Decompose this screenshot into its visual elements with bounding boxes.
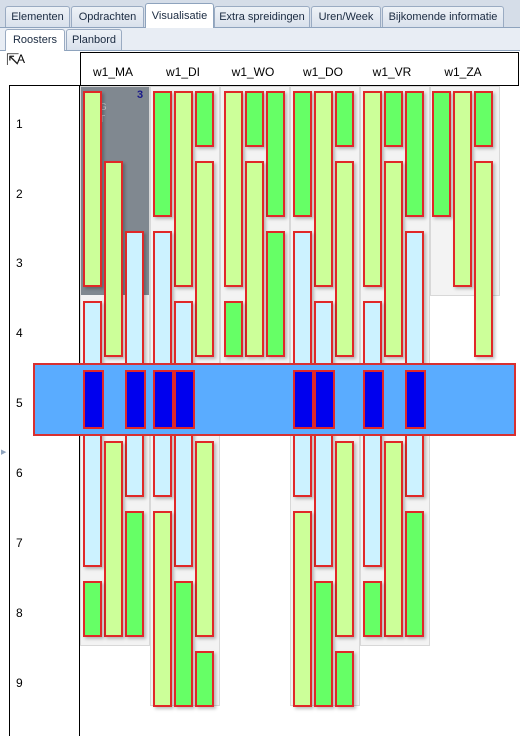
lesson-block[interactable] bbox=[153, 511, 172, 707]
lesson-block[interactable] bbox=[195, 91, 214, 147]
selection-count: 3 bbox=[137, 89, 144, 101]
lesson-block[interactable] bbox=[224, 301, 243, 357]
tab-uren-week[interactable]: Uren/Week bbox=[311, 6, 381, 27]
lesson-block[interactable] bbox=[224, 91, 243, 287]
lesson-block[interactable] bbox=[293, 511, 312, 707]
mouse-pointer-icon: ⇱ bbox=[6, 52, 20, 69]
day-label-ma[interactable]: w1_MA bbox=[92, 65, 133, 79]
lesson-block[interactable] bbox=[335, 161, 354, 357]
day-label-do[interactable]: w1_DO bbox=[302, 65, 343, 79]
lesson-block[interactable] bbox=[384, 91, 403, 147]
break-block[interactable] bbox=[405, 370, 426, 429]
break-block[interactable] bbox=[153, 370, 174, 429]
tab-elementen[interactable]: Elementen bbox=[5, 6, 70, 27]
hour-label-5[interactable]: 5 bbox=[16, 396, 23, 410]
lesson-block[interactable] bbox=[174, 581, 193, 707]
lesson-block[interactable] bbox=[83, 581, 102, 637]
lesson-block[interactable] bbox=[195, 161, 214, 357]
lesson-block[interactable] bbox=[314, 91, 333, 287]
break-block[interactable] bbox=[174, 370, 195, 429]
lesson-block[interactable] bbox=[384, 441, 403, 637]
lesson-block[interactable] bbox=[335, 91, 354, 147]
lesson-block[interactable] bbox=[474, 91, 493, 147]
break-block[interactable] bbox=[125, 370, 146, 429]
hour-label-2[interactable]: 2 bbox=[16, 187, 23, 201]
lesson-block[interactable] bbox=[245, 91, 264, 147]
main-tab-bar: Elementen Opdrachten Visualisatie Extra … bbox=[0, 0, 520, 28]
lesson-block[interactable] bbox=[453, 91, 472, 287]
hour-label-9[interactable]: 9 bbox=[16, 676, 23, 690]
lesson-block[interactable] bbox=[174, 91, 193, 287]
subtab-roosters[interactable]: Roosters bbox=[5, 29, 65, 51]
lesson-block[interactable] bbox=[125, 511, 144, 637]
hour-label-1[interactable]: 1 bbox=[16, 117, 23, 131]
subtab-planbord[interactable]: Planbord bbox=[66, 29, 122, 50]
lesson-block[interactable] bbox=[266, 231, 285, 357]
lesson-block[interactable] bbox=[384, 161, 403, 357]
break-block[interactable] bbox=[293, 370, 314, 429]
hour-label-6[interactable]: 6 bbox=[16, 466, 23, 480]
tab-bijkomende-informatie[interactable]: Bijkomende informatie bbox=[382, 6, 504, 27]
hour-label-3[interactable]: 3 bbox=[16, 256, 23, 270]
lesson-block[interactable] bbox=[363, 581, 382, 637]
hour-label-8[interactable]: 8 bbox=[16, 606, 23, 620]
day-label-di[interactable]: w1_DI bbox=[165, 65, 200, 79]
lesson-block[interactable] bbox=[104, 161, 123, 357]
break-block[interactable] bbox=[83, 370, 104, 429]
break-block[interactable] bbox=[314, 370, 335, 429]
lesson-block[interactable] bbox=[474, 161, 493, 357]
collapse-arrow-icon[interactable]: ▶ bbox=[1, 449, 7, 456]
day-header bbox=[80, 52, 519, 86]
lesson-block[interactable] bbox=[405, 511, 424, 637]
lesson-block[interactable] bbox=[405, 91, 424, 217]
lesson-block[interactable] bbox=[195, 651, 214, 707]
day-label-wo[interactable]: w1_WO bbox=[231, 65, 275, 79]
lesson-block[interactable] bbox=[335, 441, 354, 637]
tab-extra-spreidingen[interactable]: Extra spreidingen bbox=[214, 6, 310, 27]
ghost-text: GT bbox=[99, 102, 107, 125]
lesson-block[interactable] bbox=[104, 441, 123, 637]
day-label-vr[interactable]: w1_VR bbox=[372, 65, 412, 79]
lesson-block[interactable] bbox=[245, 161, 264, 357]
lesson-block[interactable] bbox=[266, 91, 285, 217]
tab-visualisatie[interactable]: Visualisatie bbox=[145, 3, 214, 28]
hour-label-4[interactable]: 4 bbox=[16, 326, 23, 340]
break-block[interactable] bbox=[363, 370, 384, 429]
corner-label: A bbox=[17, 52, 26, 66]
lesson-block[interactable] bbox=[335, 651, 354, 707]
sub-tab-bar: Roosters Planbord bbox=[0, 28, 520, 51]
lesson-block[interactable] bbox=[195, 441, 214, 637]
lesson-block[interactable] bbox=[432, 91, 451, 217]
tab-opdrachten[interactable]: Opdrachten bbox=[71, 6, 144, 27]
day-label-za[interactable]: w1_ZA bbox=[444, 65, 482, 79]
hour-label-7[interactable]: 7 bbox=[16, 536, 23, 550]
lesson-block[interactable] bbox=[153, 91, 172, 217]
lesson-block[interactable] bbox=[363, 91, 382, 287]
lesson-block[interactable] bbox=[314, 581, 333, 707]
break-band[interactable] bbox=[33, 363, 516, 436]
lesson-block[interactable] bbox=[83, 91, 102, 287]
lesson-block[interactable] bbox=[293, 91, 312, 217]
